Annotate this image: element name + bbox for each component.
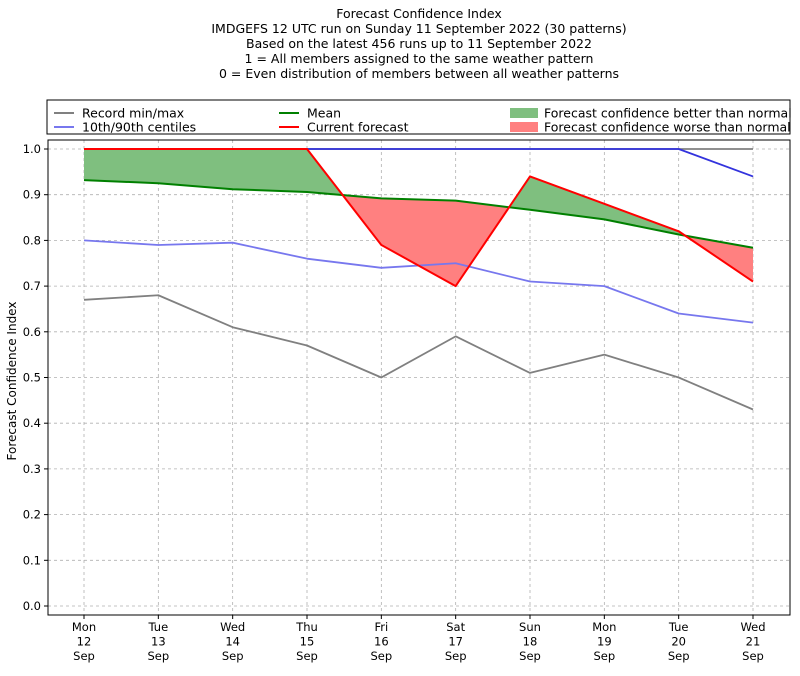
y-tick-label: 0.3	[23, 462, 41, 476]
x-axis: Mon 12 Sep Tue 13 Sep Wed 14 Sep Thu 15 Sep Fri 16 Sep…	[72, 615, 766, 663]
legend-label: Forecast confidence worse than normal	[544, 120, 791, 135]
legend-label: 10th/90th centiles	[82, 120, 196, 135]
y-tick-label: 0.8	[23, 233, 41, 247]
y-tick-label: 0.1	[23, 553, 41, 567]
y-tick-label: 0.0	[23, 599, 41, 613]
legend-swatch	[510, 108, 538, 118]
x-tick-label: Mon 12 Sep	[72, 620, 96, 663]
y-tick-label: 0.9	[23, 188, 41, 202]
legend-swatch	[510, 122, 538, 132]
y-tick-label: 0.2	[23, 508, 41, 522]
record-min-line	[83, 294, 754, 411]
y-tick-label: 0.5	[23, 371, 41, 385]
chart-title-line: Forecast Confidence Index	[336, 6, 502, 21]
x-tick-label: Sun 18 Sep	[519, 620, 541, 663]
x-tick-label: Wed 14 Sep	[220, 620, 245, 663]
y-tick-label: 0.4	[23, 416, 41, 430]
y-tick-label: 0.6	[23, 325, 41, 339]
y-axis: 0.0 0.1 0.2 0.3 0.4 0.5 0.6 0.7 0.8 0.9 1.0	[23, 142, 48, 613]
legend-label: Record min/max	[82, 106, 184, 121]
legend-label: Forecast confidence better than normal	[544, 106, 792, 121]
x-tick-label: Mon 19 Sep	[592, 620, 616, 663]
legend-label: Mean	[307, 106, 341, 121]
chart-title-line: Based on the latest 456 runs up to 11 Se…	[246, 36, 592, 51]
chart-title-line: IMDGEFS 12 UTC run on Sunday 11 Septembe…	[211, 21, 626, 36]
legend-frame	[46, 99, 791, 135]
x-tick-label: Fri 16 Sep	[370, 620, 392, 663]
x-tick-label: Sat 17 Sep	[445, 620, 467, 663]
series-lines	[83, 148, 754, 411]
chart-title-line: 1 = All members assigned to the same wea…	[245, 51, 594, 66]
chart-title-line: 0 = Even distribution of members between…	[219, 66, 619, 81]
confidence-fills	[84, 149, 753, 287]
y-tick-label: 1.0	[23, 142, 41, 156]
x-tick-label: Thu 15 Sep	[295, 620, 318, 663]
mean-line	[83, 179, 754, 249]
fill-worse-than-normal	[342, 195, 510, 287]
fill-better-than-normal	[84, 149, 343, 196]
y-axis-label: Forecast Confidence Index	[5, 302, 19, 461]
legend-label: Current forecast	[307, 120, 409, 135]
y-tick-label: 0.7	[23, 279, 41, 293]
x-tick-label: Tue 20 Sep	[668, 620, 690, 663]
fill-better-than-normal	[509, 176, 686, 236]
chart-title: Forecast Confidence Index IMDGEFS 12 UTC…	[211, 6, 626, 81]
x-tick-label: Tue 13 Sep	[147, 620, 169, 663]
x-tick-label: Wed 21 Sep	[740, 620, 765, 663]
current-forecast-line	[84, 148, 754, 288]
